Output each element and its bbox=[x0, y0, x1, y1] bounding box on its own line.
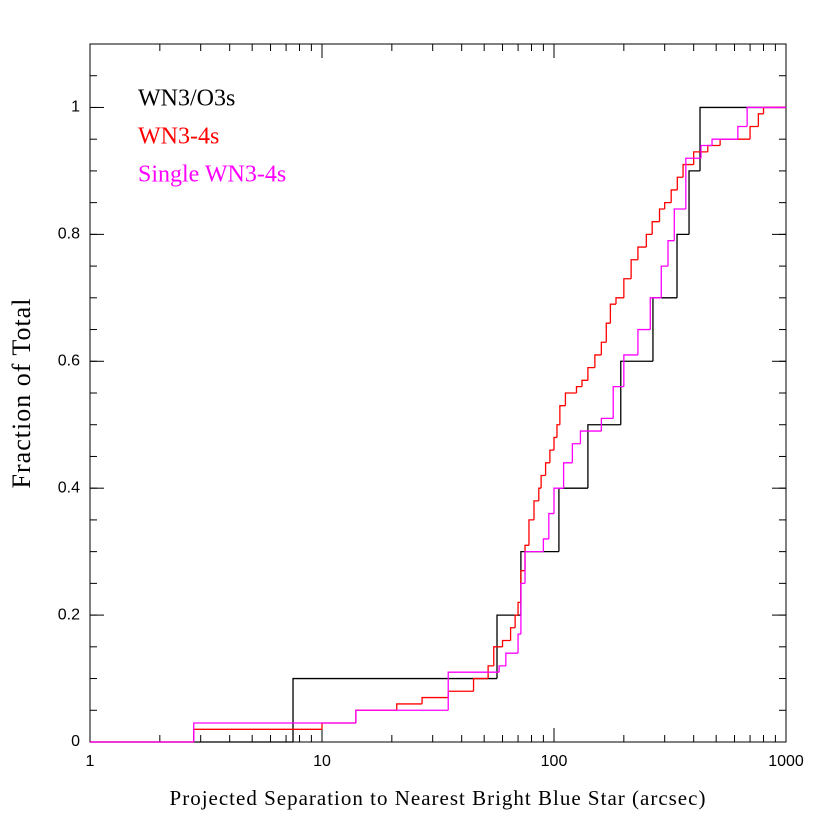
step bbox=[355, 709, 449, 723]
step bbox=[711, 138, 738, 146]
legend-entry: WN3/O3s bbox=[138, 86, 235, 112]
step bbox=[746, 106, 786, 127]
step bbox=[558, 487, 588, 552]
step bbox=[667, 240, 675, 267]
step bbox=[693, 151, 708, 165]
x-tick-label: 1 bbox=[86, 753, 95, 770]
step bbox=[355, 709, 397, 723]
step bbox=[501, 639, 511, 647]
step bbox=[688, 170, 701, 235]
step bbox=[609, 303, 616, 324]
step bbox=[517, 601, 521, 616]
step bbox=[637, 246, 647, 260]
step bbox=[630, 259, 638, 279]
step bbox=[660, 265, 668, 298]
x-tick-label: 100 bbox=[541, 753, 568, 770]
step bbox=[594, 354, 602, 368]
step bbox=[559, 405, 566, 425]
step bbox=[707, 144, 721, 152]
step bbox=[509, 627, 516, 641]
y-tick-label: 0.6 bbox=[58, 352, 80, 369]
step bbox=[193, 722, 356, 742]
x-tick-label: 1000 bbox=[768, 753, 804, 770]
step bbox=[421, 696, 449, 704]
y-tick-label: 0.2 bbox=[58, 606, 80, 623]
step bbox=[600, 417, 614, 432]
step bbox=[749, 125, 759, 140]
step bbox=[645, 233, 653, 248]
step bbox=[396, 703, 423, 711]
step bbox=[321, 722, 356, 730]
step bbox=[615, 297, 624, 305]
y-tick-label: 0.8 bbox=[58, 226, 80, 243]
y-tick-label: 1 bbox=[71, 99, 80, 116]
step bbox=[487, 665, 494, 679]
step bbox=[651, 221, 660, 235]
step bbox=[575, 386, 582, 393]
step bbox=[571, 443, 581, 463]
step bbox=[587, 366, 595, 381]
step bbox=[517, 633, 521, 654]
step bbox=[553, 487, 564, 514]
step bbox=[544, 462, 550, 476]
step bbox=[520, 582, 526, 635]
step bbox=[447, 671, 500, 711]
step bbox=[562, 462, 573, 489]
step bbox=[553, 436, 557, 451]
step bbox=[652, 297, 678, 362]
step bbox=[605, 322, 611, 343]
step bbox=[496, 614, 521, 679]
step bbox=[600, 341, 607, 355]
step bbox=[292, 677, 498, 742]
step bbox=[538, 487, 542, 501]
step bbox=[658, 208, 665, 222]
legend-entry: WN3-4s bbox=[138, 124, 219, 150]
step bbox=[447, 690, 474, 698]
step bbox=[620, 360, 653, 425]
step bbox=[700, 144, 713, 159]
step bbox=[498, 665, 506, 673]
step bbox=[579, 430, 602, 444]
step bbox=[193, 728, 322, 742]
step bbox=[737, 125, 748, 140]
step bbox=[637, 328, 651, 355]
step bbox=[542, 538, 549, 552]
step bbox=[533, 500, 539, 520]
step bbox=[673, 208, 686, 241]
step bbox=[564, 392, 577, 406]
step bbox=[548, 512, 554, 539]
step bbox=[676, 233, 690, 298]
y-tick-label: 0 bbox=[71, 733, 80, 750]
x-tick-label: 10 bbox=[313, 753, 331, 770]
step bbox=[514, 614, 519, 628]
step bbox=[664, 201, 672, 209]
step bbox=[670, 189, 678, 203]
step bbox=[623, 354, 638, 387]
step bbox=[676, 176, 684, 190]
step bbox=[623, 278, 632, 298]
step bbox=[762, 106, 786, 114]
y-tick-label: 0.4 bbox=[58, 479, 80, 496]
step bbox=[540, 474, 546, 489]
step bbox=[581, 379, 588, 387]
y-axis-label: Fraction of Total bbox=[7, 298, 36, 489]
step bbox=[685, 157, 701, 209]
step bbox=[719, 138, 751, 146]
step bbox=[505, 652, 519, 666]
step bbox=[524, 550, 544, 584]
step bbox=[682, 163, 694, 178]
step bbox=[612, 386, 624, 419]
step bbox=[757, 113, 764, 127]
step bbox=[556, 424, 560, 438]
step bbox=[520, 550, 559, 616]
x-axis-label: Projected Separation to Nearest Bright B… bbox=[170, 786, 707, 810]
step bbox=[472, 677, 489, 692]
step bbox=[493, 646, 503, 666]
step bbox=[549, 449, 554, 463]
step bbox=[528, 519, 535, 546]
step bbox=[649, 297, 662, 330]
step bbox=[587, 424, 621, 489]
legend-entry: Single WN3-4s bbox=[138, 162, 286, 188]
